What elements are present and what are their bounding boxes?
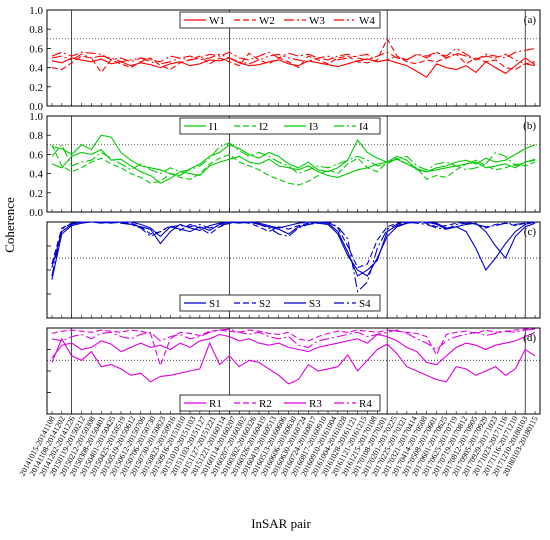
legend-label-R1: R1 (209, 398, 222, 410)
y-tick-label: 0.8 (29, 130, 43, 142)
series-line-R1 (51, 337, 536, 385)
legend-label-S3: S3 (309, 298, 321, 310)
legend-label-W1: W1 (209, 15, 225, 27)
y-tick-label: 1.0 (29, 5, 43, 17)
y-tick-label: 0.0 (29, 101, 43, 113)
series-line-W3 (51, 47, 536, 63)
x-axis-title: InSAR pair (251, 516, 311, 531)
series-line-S1 (51, 221, 536, 280)
y-tick-label: 0.4 (29, 169, 43, 181)
legend-label-S4: S4 (359, 298, 371, 310)
panels-group: 0.00.20.40.60.81.0W1 W2 W3 W4 (a)0.00.20.40.… (29, 5, 541, 415)
panel-c: S1 S2 S3 S4 (c) (46, 221, 541, 319)
y-tick-label: 0.2 (29, 188, 43, 200)
y-tick-label: 0.4 (29, 63, 43, 75)
legend-label-W2: W2 (259, 15, 275, 27)
series-line-S3 (51, 221, 536, 277)
series-line-R2 (51, 328, 536, 368)
legend-box (179, 117, 381, 135)
panel-frame (46, 9, 541, 107)
y-tick-label: 0.6 (29, 149, 43, 161)
legend-box (179, 294, 381, 312)
series-line-R4 (51, 328, 536, 351)
y-tick-label: 0.2 (29, 82, 43, 94)
panel-d: R1 R2 R3 R4 (d) (46, 327, 541, 415)
legend-label-R4: R4 (359, 398, 372, 410)
series-line-I2 (51, 144, 536, 186)
y-tick-label: 1.0 (29, 111, 43, 123)
panel-label: (c) (524, 226, 537, 238)
y-tick-label: 0.0 (29, 207, 43, 219)
x-tick-labels: 20141015-2014110820141108-20141202201412… (18, 415, 540, 478)
legend-box (179, 394, 381, 412)
panel-label: (d) (523, 332, 536, 344)
panel-label: (b) (523, 120, 536, 132)
legend-box (179, 11, 381, 29)
legend-label-S2: S2 (259, 298, 271, 310)
series-line-W1 (51, 57, 536, 78)
legend-label-S1: S1 (209, 298, 221, 310)
legend-label-W4: W4 (359, 15, 375, 27)
legend-label-I2: I2 (259, 121, 268, 133)
y-tick-label: 0.8 (29, 24, 43, 36)
legend-label-R2: R2 (259, 398, 272, 410)
series-line-S4 (51, 221, 536, 293)
series-line-W4 (51, 47, 536, 67)
y-axis-title: Coherence (2, 197, 17, 253)
y-tick-label: 0.6 (29, 43, 43, 55)
legend-label-R3: R3 (309, 398, 322, 410)
series-line-R3 (51, 331, 536, 366)
series-line-I4 (51, 142, 536, 175)
legend-label-I1: I1 (209, 121, 218, 133)
series-line-I3 (51, 134, 536, 177)
panel-label: (a) (524, 14, 537, 26)
series-line-I1 (51, 148, 536, 184)
panel-b: 0.0 0.2 0.4 0.6 0.8 1.0 I1 I2 I3 I4 (b) (29, 111, 541, 219)
series-line-W2 (51, 37, 536, 74)
panel-frame (46, 115, 541, 213)
legend-label-I4: I4 (359, 121, 369, 133)
series-line-S2 (51, 221, 536, 269)
legend-label-W3: W3 (309, 15, 325, 27)
legend-label-I3: I3 (309, 121, 319, 133)
panel-a: 0.0 0.2 0.4 0.6 0.8 1.0 W1 W2 W3 W4 (a) (29, 5, 541, 113)
